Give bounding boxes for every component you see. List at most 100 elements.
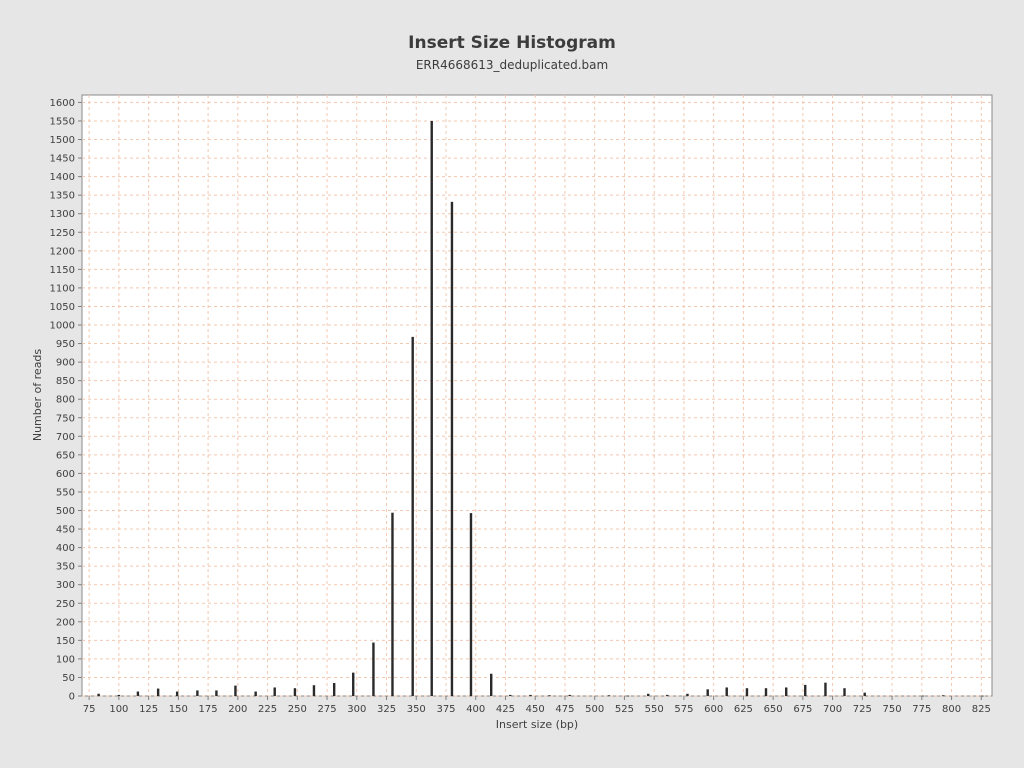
y-tick-label: 700 xyxy=(56,432,75,443)
y-tick-label: 800 xyxy=(56,395,75,406)
x-tick-label: 500 xyxy=(585,704,604,715)
y-tick-label: 1500 xyxy=(50,135,75,146)
histogram-bar xyxy=(745,688,749,696)
histogram-bar xyxy=(981,695,984,697)
histogram-bar xyxy=(430,120,433,697)
x-tick-label: 725 xyxy=(853,704,872,715)
histogram-bar xyxy=(764,688,768,696)
histogram-bar xyxy=(921,695,925,697)
histogram-bar xyxy=(548,695,551,697)
y-tick-label: 950 xyxy=(56,339,75,350)
histogram-bar xyxy=(312,685,316,696)
x-tick-label: 150 xyxy=(169,704,188,715)
histogram-bar xyxy=(411,336,414,696)
histogram-bar xyxy=(293,688,297,696)
histogram-bars xyxy=(97,120,984,697)
x-tick-label: 300 xyxy=(347,704,366,715)
y-tick-label: 350 xyxy=(56,562,75,573)
y-tick-label: 1150 xyxy=(50,265,75,276)
histogram-bar xyxy=(234,685,237,696)
x-tick-label: 550 xyxy=(645,704,664,715)
y-tick-label: 1200 xyxy=(50,246,75,257)
y-tick-label: 1350 xyxy=(50,191,75,202)
histogram-bar xyxy=(942,695,945,697)
histogram-bar xyxy=(332,683,336,696)
x-tick-label: 225 xyxy=(258,704,277,715)
y-tick-label: 850 xyxy=(56,376,75,387)
x-tick-label: 675 xyxy=(793,704,812,715)
histogram-bar xyxy=(450,201,454,696)
y-tick-label: 750 xyxy=(56,413,75,424)
x-tick-label: 375 xyxy=(436,704,455,715)
chart-title: Insert Size Histogram xyxy=(408,33,616,53)
x-axis-ticks: 75 100 125 150 175 200 225 250 275 300 325 350 375 40… xyxy=(83,696,991,715)
histogram-bar xyxy=(254,691,257,696)
y-tick-label: 400 xyxy=(56,543,75,554)
y-tick-label: 1600 xyxy=(50,98,75,109)
histogram-bar xyxy=(529,694,532,696)
y-tick-label: 900 xyxy=(56,358,75,369)
histogram-bar xyxy=(785,687,788,696)
y-tick-label: 1550 xyxy=(50,116,75,127)
histogram-bar xyxy=(97,693,100,696)
y-tick-label: 250 xyxy=(56,599,75,610)
x-tick-label: 325 xyxy=(377,704,396,715)
x-tick-label: 450 xyxy=(526,704,545,715)
histogram-bar xyxy=(647,693,650,696)
y-tick-label: 1000 xyxy=(50,321,75,332)
y-tick-label: 550 xyxy=(56,487,75,498)
x-tick-label: 100 xyxy=(109,704,128,715)
x-tick-label: 825 xyxy=(972,704,991,715)
x-tick-label: 700 xyxy=(823,704,842,715)
x-tick-label: 800 xyxy=(942,704,961,715)
histogram-bar xyxy=(215,690,218,696)
x-tick-label: 600 xyxy=(704,704,723,715)
histogram-bar xyxy=(273,687,276,696)
y-tick-label: 300 xyxy=(56,580,75,591)
histogram-bar xyxy=(607,695,611,697)
histogram-bar xyxy=(117,694,121,696)
x-tick-label: 475 xyxy=(555,704,574,715)
histogram-bar xyxy=(824,682,827,696)
x-tick-label: 525 xyxy=(615,704,634,715)
histogram-bar xyxy=(469,513,473,696)
x-tick-label: 250 xyxy=(288,704,307,715)
y-tick-label: 100 xyxy=(56,654,75,665)
histogram-bar xyxy=(568,694,571,696)
y-tick-label: 1250 xyxy=(50,228,75,239)
x-tick-label: 125 xyxy=(139,704,158,715)
x-tick-label: 650 xyxy=(764,704,783,715)
y-tick-label: 0 xyxy=(69,692,75,703)
y-tick-label: 1300 xyxy=(50,209,75,220)
y-tick-label: 1050 xyxy=(50,302,75,313)
x-tick-label: 75 xyxy=(83,704,96,715)
y-tick-label: 50 xyxy=(62,673,75,684)
y-tick-label: 150 xyxy=(56,636,75,647)
histogram-bar xyxy=(804,684,807,696)
y-tick-label: 600 xyxy=(56,469,75,480)
y-tick-label: 650 xyxy=(56,450,75,461)
y-axis-ticks: 0 50 100 150 200 250 300 350 400 450 500 550 600 650 7… xyxy=(50,98,82,703)
histogram-bar xyxy=(391,512,394,696)
x-tick-label: 350 xyxy=(407,704,426,715)
grid-lines xyxy=(82,95,992,697)
x-tick-label: 425 xyxy=(496,704,515,715)
histogram-bar xyxy=(843,688,846,696)
x-tick-label: 200 xyxy=(228,704,247,715)
histogram-bar xyxy=(196,690,199,696)
x-tick-label: 175 xyxy=(199,704,218,715)
y-axis-label: Number of reads xyxy=(31,349,44,442)
histogram-bar xyxy=(136,691,140,696)
y-tick-label: 1450 xyxy=(50,154,75,165)
histogram-bar xyxy=(686,693,689,696)
x-tick-label: 750 xyxy=(883,704,902,715)
histogram-bar xyxy=(725,687,728,696)
y-tick-label: 1100 xyxy=(50,283,75,294)
chart-subtitle: ERR4668613_deduplicated.bam xyxy=(416,58,608,72)
x-axis-label: Insert size (bp) xyxy=(496,718,578,731)
x-tick-label: 275 xyxy=(317,704,336,715)
y-tick-label: 200 xyxy=(56,617,75,628)
y-tick-label: 500 xyxy=(56,506,75,517)
histogram-bar xyxy=(509,694,512,696)
